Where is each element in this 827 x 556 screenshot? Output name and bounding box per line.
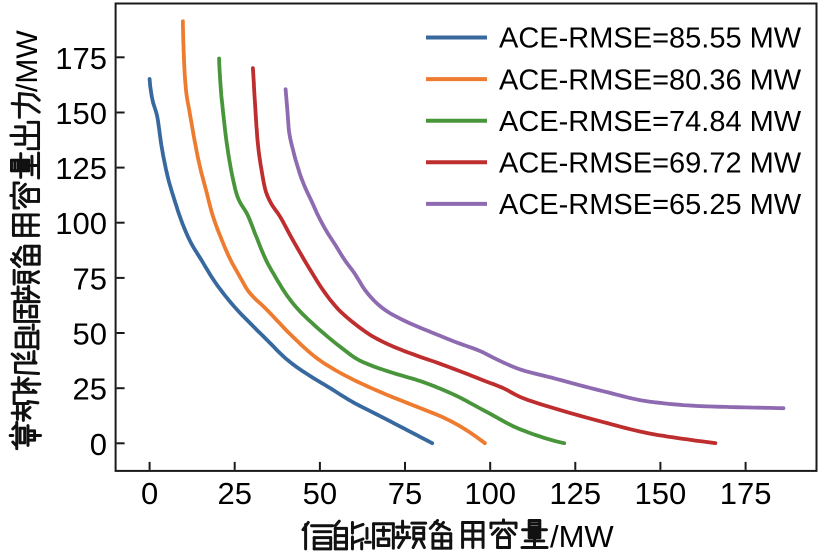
svg-text:ACE-RMSE=69.72 MW: ACE-RMSE=69.72 MW (499, 148, 802, 180)
svg-text:ACE-RMSE=74.84 MW: ACE-RMSE=74.84 MW (499, 106, 802, 138)
svg-text:50: 50 (303, 476, 337, 511)
svg-text:125: 125 (55, 151, 107, 186)
svg-text:ACE-RMSE=65.25 MW: ACE-RMSE=65.25 MW (499, 189, 802, 221)
svg-text:0: 0 (90, 427, 107, 462)
svg-text:100: 100 (55, 206, 107, 241)
svg-text:75: 75 (388, 476, 422, 511)
svg-text:100: 100 (464, 476, 516, 511)
svg-text:50: 50 (73, 317, 107, 352)
svg-text:125: 125 (549, 476, 601, 511)
svg-text:25: 25 (73, 372, 107, 407)
svg-text:175: 175 (720, 476, 772, 511)
svg-text:25: 25 (217, 476, 251, 511)
svg-text:/MW: /MW (11, 30, 44, 92)
svg-text:75: 75 (73, 261, 107, 296)
svg-text:175: 175 (55, 41, 107, 76)
svg-text:/MW: /MW (550, 519, 614, 554)
svg-text:ACE-RMSE=85.55 MW: ACE-RMSE=85.55 MW (499, 23, 802, 55)
svg-text:150: 150 (635, 476, 687, 511)
svg-text:150: 150 (55, 96, 107, 131)
svg-text:0: 0 (141, 476, 158, 511)
svg-text:ACE-RMSE=80.36 MW: ACE-RMSE=80.36 MW (499, 64, 802, 96)
